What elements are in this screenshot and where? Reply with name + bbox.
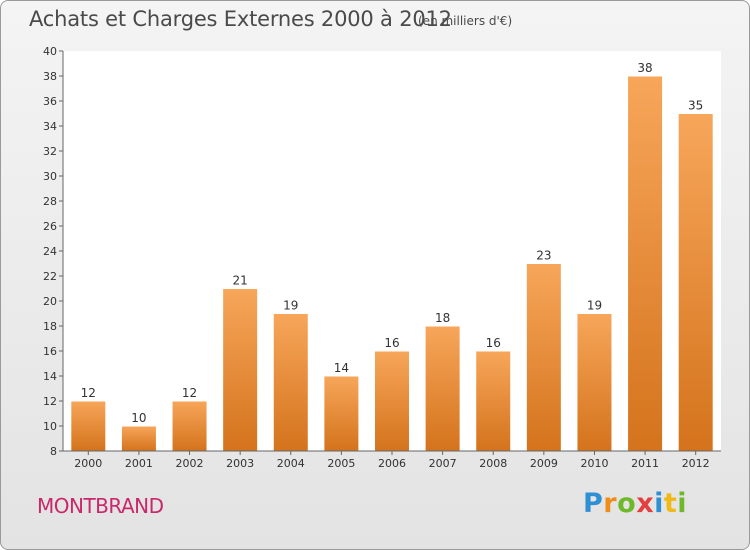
x-tick-label: 2012 bbox=[682, 457, 710, 470]
x-tick-label: 2000 bbox=[74, 457, 102, 470]
bar bbox=[222, 288, 259, 452]
bar bbox=[171, 400, 208, 452]
y-tick-label: 8 bbox=[50, 445, 57, 458]
bar bbox=[272, 313, 309, 452]
bar-value-label: 14 bbox=[334, 361, 349, 375]
bar-value-label: 16 bbox=[384, 336, 399, 350]
logo-letter: P bbox=[583, 488, 604, 519]
y-tick-label: 20 bbox=[43, 295, 57, 308]
chart-subtitle: (en milliers d'€) bbox=[418, 14, 513, 28]
logo-letter: r bbox=[603, 488, 618, 519]
logo-letter: i bbox=[654, 488, 664, 519]
chart-title: Achats et Charges Externes 2000 à 2012 bbox=[29, 7, 452, 31]
logo-letter: o bbox=[617, 488, 637, 519]
logo-letter: t bbox=[663, 488, 678, 519]
logo-letter: x bbox=[636, 488, 655, 519]
y-tick-label: 38 bbox=[43, 70, 57, 83]
proxiti-logo[interactable]: Proxiti bbox=[583, 488, 687, 519]
x-tick-label: 2004 bbox=[277, 457, 305, 470]
bar-value-label: 19 bbox=[587, 299, 602, 313]
bar bbox=[677, 113, 714, 452]
x-tick-label: 2007 bbox=[429, 457, 457, 470]
y-tick-label: 30 bbox=[43, 170, 57, 183]
bar-value-label: 21 bbox=[233, 274, 248, 288]
y-tick-label: 10 bbox=[43, 420, 57, 433]
x-tick-label: 2005 bbox=[327, 457, 355, 470]
commune-name: MONTBRAND bbox=[37, 494, 164, 518]
x-tick-label: 2009 bbox=[530, 457, 558, 470]
x-tick-label: 2010 bbox=[580, 457, 608, 470]
x-tick-label: 2002 bbox=[176, 457, 204, 470]
bar bbox=[323, 375, 360, 452]
y-tick-label: 26 bbox=[43, 220, 57, 233]
y-tick-label: 12 bbox=[43, 395, 57, 408]
bar bbox=[525, 263, 562, 452]
bar-value-label: 19 bbox=[283, 299, 298, 313]
bar-value-label: 10 bbox=[131, 411, 146, 425]
bar bbox=[627, 75, 664, 452]
y-tick-label: 40 bbox=[43, 45, 57, 58]
bar-value-label: 12 bbox=[81, 386, 96, 400]
bar-value-label: 16 bbox=[486, 336, 501, 350]
y-tick-label: 18 bbox=[43, 320, 57, 333]
x-tick-label: 2001 bbox=[125, 457, 153, 470]
y-tick-label: 22 bbox=[43, 270, 57, 283]
x-tick-label: 2008 bbox=[479, 457, 507, 470]
x-tick-label: 2011 bbox=[631, 457, 659, 470]
y-tick-label: 14 bbox=[43, 370, 57, 383]
x-tick-label: 2006 bbox=[378, 457, 406, 470]
bar bbox=[475, 350, 512, 452]
bar-value-label: 35 bbox=[688, 99, 703, 113]
y-tick-label: 16 bbox=[43, 345, 57, 358]
y-tick-label: 36 bbox=[43, 95, 57, 108]
bar-value-label: 18 bbox=[435, 311, 450, 325]
y-tick-label: 32 bbox=[43, 145, 57, 158]
bar-value-label: 12 bbox=[182, 386, 197, 400]
bar-value-label: 38 bbox=[637, 61, 652, 75]
y-tick-label: 34 bbox=[43, 120, 57, 133]
y-tick-label: 24 bbox=[43, 245, 57, 258]
logo-letter: i bbox=[677, 488, 688, 519]
y-tick-label: 28 bbox=[43, 195, 57, 208]
bar bbox=[424, 325, 461, 452]
bar bbox=[374, 350, 410, 452]
x-tick-label: 2003 bbox=[226, 457, 254, 470]
bar bbox=[576, 313, 613, 452]
bar-value-label: 23 bbox=[536, 249, 551, 263]
bar bbox=[120, 425, 157, 452]
bar bbox=[70, 400, 107, 452]
